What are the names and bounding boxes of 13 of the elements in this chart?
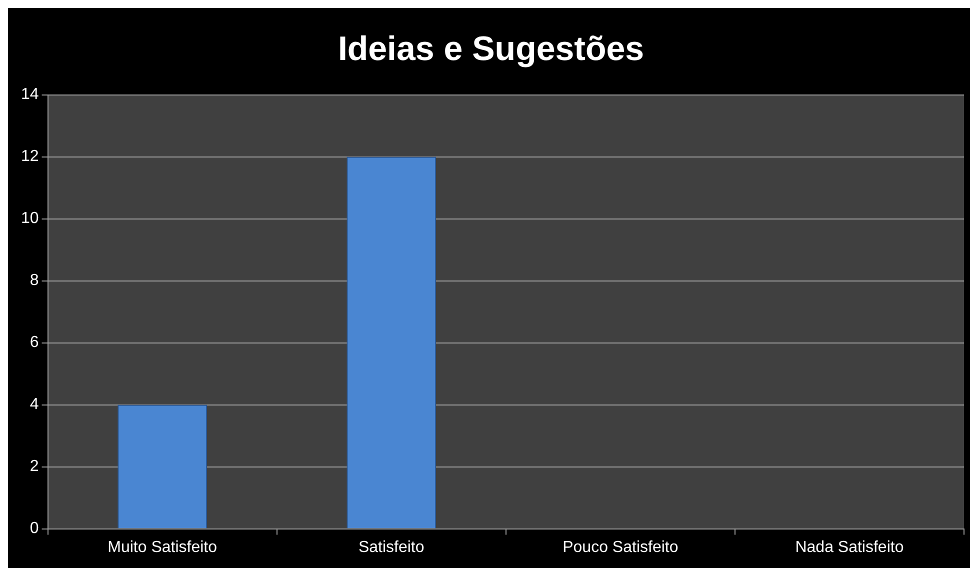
y-tick-label: 2 <box>30 458 39 476</box>
y-tick-label: 10 <box>21 210 39 228</box>
x-tick-label: Satisfeito <box>358 538 424 556</box>
y-tick-label: 0 <box>30 520 39 538</box>
y-tick-label: 4 <box>30 396 39 414</box>
x-tick-label: Pouco Satisfeito <box>562 538 678 556</box>
y-tick-label: 12 <box>21 148 39 166</box>
chart-title: Ideias e Sugestões <box>338 30 644 68</box>
x-tick-label: Nada Satisfeito <box>795 538 904 556</box>
y-tick-label: 8 <box>30 272 39 290</box>
y-tick-label: 14 <box>21 86 39 104</box>
x-tick-label: Muito Satisfeito <box>108 538 218 556</box>
y-tick-label: 6 <box>30 334 39 352</box>
